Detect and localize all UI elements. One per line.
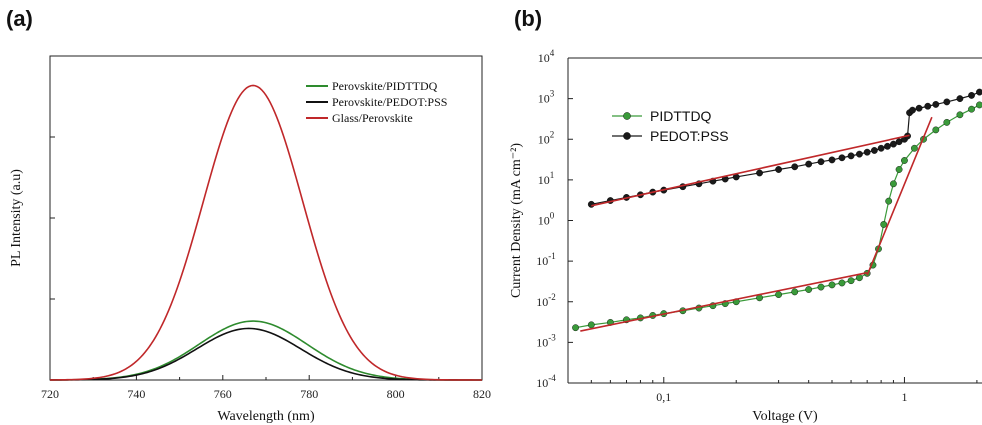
chart-b-point-0 bbox=[890, 180, 897, 188]
chart-b-legend-label: PIDTTDQ bbox=[650, 108, 712, 124]
chart-b-y-axis-title: Current Density (mA cm⁻²) bbox=[509, 143, 524, 298]
chart-b-point-1 bbox=[856, 150, 863, 158]
chart-b-point-0 bbox=[932, 126, 940, 134]
chart-b-point-1 bbox=[587, 200, 595, 208]
chart-b-x-tick-label: 0,1 bbox=[656, 390, 671, 404]
chart-b-fit-line-1 bbox=[866, 116, 933, 276]
chart-b-point-1 bbox=[817, 158, 825, 166]
chart-b-point-1 bbox=[932, 101, 940, 108]
chart-b-point-0 bbox=[885, 197, 893, 205]
chart-b-y-tick-label: 10-1 bbox=[536, 251, 556, 268]
chart-b-legend-label: PEDOT:PSS bbox=[650, 128, 729, 144]
chart-a-x-tick-label: 820 bbox=[473, 387, 491, 401]
chart-a-legend-label: Perovskite/PIDTTDQ bbox=[332, 79, 438, 93]
chart-a-x-tick-label: 720 bbox=[41, 387, 59, 401]
chart-b-point-0 bbox=[880, 221, 888, 228]
chart-a-series-line-2 bbox=[49, 84, 482, 381]
chart-b-point-1 bbox=[828, 156, 836, 164]
chart-b-y-tick-label: 100 bbox=[538, 211, 555, 228]
chart-b-point-1 bbox=[838, 154, 846, 162]
chart-a-legend-label: Glass/Perovskite bbox=[332, 111, 413, 125]
panel-b-label: (b) bbox=[514, 6, 543, 31]
chart-b-y-tick-label: 10-2 bbox=[536, 292, 556, 309]
chart-b-point-0 bbox=[968, 105, 975, 113]
chart-b-point-0 bbox=[956, 111, 964, 119]
chart-a-x-tick-label: 780 bbox=[300, 387, 318, 401]
chart-a-series-line-1 bbox=[49, 327, 482, 381]
chart-b-x-tick-label: 1 bbox=[901, 390, 907, 404]
chart-b-point-1 bbox=[909, 106, 916, 114]
chart-b-point-0 bbox=[901, 157, 908, 164]
chart-a-x-tick-label: 800 bbox=[387, 387, 405, 401]
chart-b-legend-swatch-marker bbox=[623, 132, 631, 140]
chart-b-point-0 bbox=[943, 118, 951, 126]
panel-a-label: (a) bbox=[6, 6, 33, 31]
chart-b-point-0 bbox=[817, 283, 825, 291]
chart-b-y-tick-label: 10-3 bbox=[536, 332, 556, 349]
chart-a-y-axis-title: PL Intensity (a.u) bbox=[9, 169, 24, 267]
chart-b-point-0 bbox=[775, 291, 783, 298]
chart-b-y-tick-label: 104 bbox=[538, 48, 555, 65]
chart-b-point-1 bbox=[924, 102, 932, 110]
chart-b-point-0 bbox=[805, 286, 813, 293]
chart-b-point-0 bbox=[976, 101, 982, 109]
chart-a-legend-label: Perovskite/PEDOT:PSS bbox=[332, 95, 447, 109]
chart-b-point-1 bbox=[943, 98, 951, 106]
chart-b-legend-swatch-marker bbox=[623, 112, 631, 120]
chart-b-y-tick-label: 103 bbox=[538, 89, 555, 106]
chart-b-point-1 bbox=[756, 169, 763, 177]
chart-b-point-0 bbox=[572, 324, 579, 332]
chart-b-point-0 bbox=[838, 279, 846, 287]
chart-b-point-1 bbox=[863, 148, 871, 156]
chart-b-point-1 bbox=[884, 142, 891, 150]
chart-a-x-tick-label: 760 bbox=[214, 387, 232, 401]
chart-b-point-0 bbox=[847, 277, 855, 285]
chart-b-y-tick-label: 101 bbox=[538, 170, 555, 187]
chart-b-point-1 bbox=[791, 163, 799, 171]
chart-a-x-axis-title: Wavelength (nm) bbox=[217, 409, 315, 424]
chart-b-point-0 bbox=[587, 321, 595, 329]
chart-b-point-0 bbox=[895, 166, 903, 173]
chart-b-point-1 bbox=[915, 104, 923, 112]
chart-b-fit-line-2 bbox=[591, 134, 910, 207]
chart-b-point-1 bbox=[956, 95, 964, 103]
chart-b-point-1 bbox=[877, 144, 885, 152]
chart-b-point-0 bbox=[911, 144, 918, 152]
chart-b-y-tick-label: 10-4 bbox=[536, 373, 556, 390]
chart-b-x-axis-title: Voltage (V) bbox=[752, 409, 818, 424]
chart-b-point-1 bbox=[968, 92, 975, 99]
chart-b-point-0 bbox=[791, 288, 799, 296]
chart-b-fit-line-0 bbox=[580, 271, 868, 332]
chart-a-x-tick-label: 740 bbox=[127, 387, 145, 401]
chart-b-point-1 bbox=[890, 140, 897, 148]
chart-b-point-1 bbox=[805, 160, 813, 168]
chart-b-y-tick-label: 102 bbox=[538, 129, 555, 146]
chart-b-point-1 bbox=[870, 147, 878, 154]
chart-b-point-1 bbox=[775, 166, 783, 173]
chart-b-point-1 bbox=[976, 88, 982, 96]
chart-b-point-1 bbox=[847, 152, 855, 160]
chart-b-point-0 bbox=[828, 281, 836, 289]
